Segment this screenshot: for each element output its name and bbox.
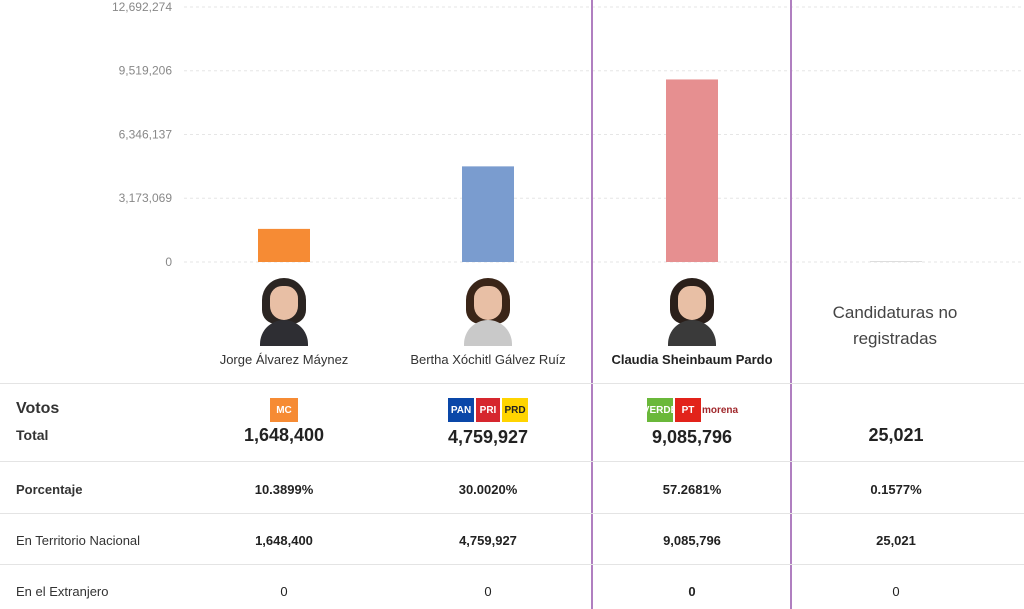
y-tick-label: 12,692,274 xyxy=(112,0,172,14)
candidate-photo-galvez xyxy=(462,278,514,346)
total-votes-galvez: 4,759,927 xyxy=(447,427,529,447)
photo-face xyxy=(678,286,706,320)
percent-sheinbaum: 57.2681% xyxy=(662,482,722,497)
photo-body xyxy=(464,320,512,346)
row-label-total: Total xyxy=(16,427,49,443)
percent-no-registradas: 0.1577% xyxy=(870,482,922,497)
party-logos-sheinbaum: VERDE PT morena xyxy=(592,398,792,422)
total-votes-maynez: 1,648,400 xyxy=(243,425,325,445)
party-logos-galvez: PAN PRI PRD xyxy=(388,398,588,422)
candidate-name: Bertha Xóchitl Gálvez Ruíz xyxy=(410,352,566,367)
total-votes-no-registradas: 25,021 xyxy=(868,425,924,445)
table-divider xyxy=(0,513,1024,514)
bar-4[interactable] xyxy=(870,261,922,262)
party-logo-pt: PT xyxy=(675,398,701,422)
party-logo-pan: PAN xyxy=(448,398,474,422)
territorio-sheinbaum: 9,085,796 xyxy=(663,533,721,548)
y-tick-label: 9,519,206 xyxy=(119,64,173,78)
party-logo-morena: morena xyxy=(702,398,738,422)
highlight-column-right-border xyxy=(790,0,792,609)
highlight-column-left-border xyxy=(591,0,593,609)
percent-galvez: 30.0020% xyxy=(458,482,518,497)
candidaturas-no-registradas-label: Candidaturas no registradas xyxy=(832,303,958,348)
extranjero-no-registradas: 0 xyxy=(892,584,900,599)
party-logo-prd: PRD xyxy=(502,398,528,422)
table-divider xyxy=(0,564,1024,565)
row-label-extranjero: En el Extranjero xyxy=(16,584,109,599)
y-tick-label: 6,346,137 xyxy=(119,128,173,142)
candidate-header-sheinbaum[interactable]: Claudia Sheinbaum Pardo xyxy=(592,272,792,367)
total-votes-sheinbaum: 9,085,796 xyxy=(651,427,733,447)
candidate-photo-maynez xyxy=(258,278,310,346)
bar-2[interactable] xyxy=(462,166,514,262)
candidate-header-galvez[interactable]: Bertha Xóchitl Gálvez Ruíz xyxy=(388,272,588,367)
candidate-header-maynez[interactable]: Jorge Álvarez Máynez xyxy=(184,272,384,367)
bar-1[interactable] xyxy=(258,228,310,262)
candidate-photo-sheinbaum xyxy=(666,278,718,346)
table-divider xyxy=(0,383,1024,384)
table-divider xyxy=(0,461,1024,462)
territorio-galvez: 4,759,927 xyxy=(459,533,517,548)
extranjero-sheinbaum: 0 xyxy=(688,584,696,599)
row-label-votos: Votos xyxy=(16,400,60,417)
row-label-porcentaje: Porcentaje xyxy=(16,482,83,497)
party-logos-maynez: MC xyxy=(184,398,384,422)
extranjero-maynez: 0 xyxy=(280,584,288,599)
photo-body xyxy=(260,320,308,346)
candidate-name: Jorge Álvarez Máynez xyxy=(219,352,349,367)
bar-3[interactable] xyxy=(666,79,718,262)
row-label-territorio-nacional: En Territorio Nacional xyxy=(16,533,141,548)
y-tick-label: 0 xyxy=(165,255,172,269)
percent-maynez: 10.3899% xyxy=(254,482,314,497)
party-logo-mc: MC xyxy=(270,398,298,422)
photo-face xyxy=(270,286,298,320)
extranjero-galvez: 0 xyxy=(484,584,492,599)
territorio-maynez: 1,648,400 xyxy=(255,533,313,548)
territorio-no-registradas: 25,021 xyxy=(876,533,916,548)
y-tick-label: 3,173,069 xyxy=(119,191,173,205)
candidate-name: Claudia Sheinbaum Pardo xyxy=(611,352,773,367)
party-logo-pri: PRI xyxy=(476,398,500,422)
results-bar-chart: 0 3,173,069 6,346,137 9,519,206 12,692,274 xyxy=(112,0,1024,269)
photo-face xyxy=(474,286,502,320)
photo-body xyxy=(668,320,716,346)
party-logo-verde: VERDE xyxy=(643,398,677,422)
